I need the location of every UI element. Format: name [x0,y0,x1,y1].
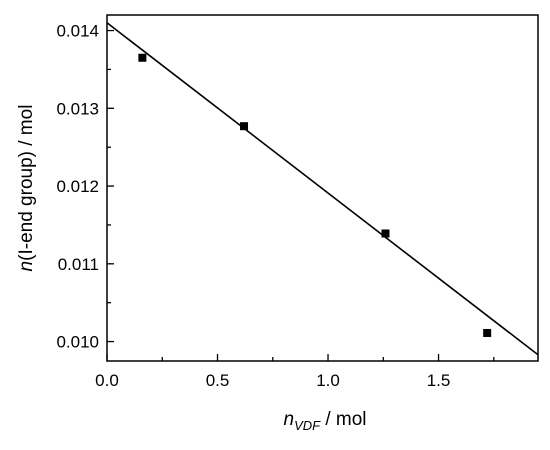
x-axis-variable: n [283,409,294,430]
x-axis-unit: / mol [320,409,366,430]
x-axis-title: nVDF / mol [283,409,366,433]
y-tick-label: 0.010 [56,333,99,352]
y-axis-variable: n [16,261,37,272]
x-axis-subscript: VDF [294,418,321,433]
data-points [138,53,492,338]
plot-frame [106,14,539,362]
fit-line [106,22,539,356]
y-axis-rest: (I-end group) / mol [16,105,37,261]
y-tick-label: 0.012 [56,177,99,196]
x-axis-ticks: 0.0 0.5 1.0 1.5 [95,354,495,390]
x-tick-label: 0.5 [206,371,230,390]
y-axis-title: n(I-end group) / mol [16,105,37,272]
data-point [483,329,492,338]
y-tick-label: 0.011 [58,255,99,274]
y-tick-label: 0.014 [56,22,99,41]
x-tick-label: 1.0 [316,371,340,390]
data-point [138,53,147,62]
x-tick-label: 1.5 [427,371,451,390]
y-axis-ticks: 0.010 0.011 0.012 0.013 0.014 [56,22,114,352]
fit-line-group [106,22,539,356]
data-point [381,229,390,238]
x-tick-label: 0.0 [95,371,119,390]
data-point [240,122,249,131]
y-tick-label: 0.013 [56,99,99,118]
